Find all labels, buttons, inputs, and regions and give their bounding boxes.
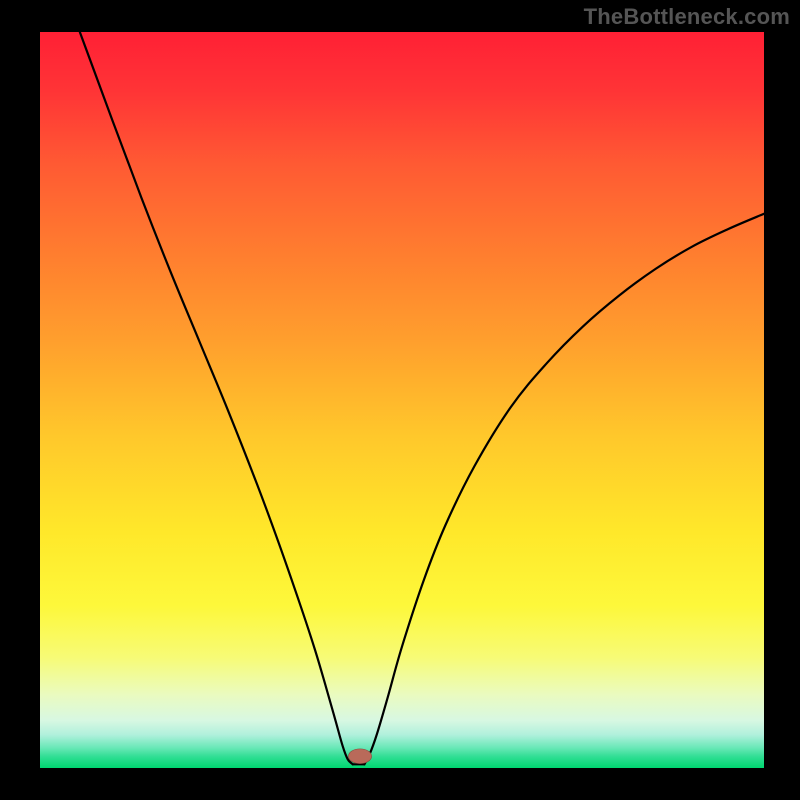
chart-background — [40, 32, 764, 768]
chart-frame: TheBottleneck.com — [0, 0, 800, 800]
plot-area — [40, 32, 764, 768]
min-marker — [348, 749, 371, 764]
chart-svg — [40, 32, 764, 768]
watermark-text: TheBottleneck.com — [584, 4, 790, 30]
